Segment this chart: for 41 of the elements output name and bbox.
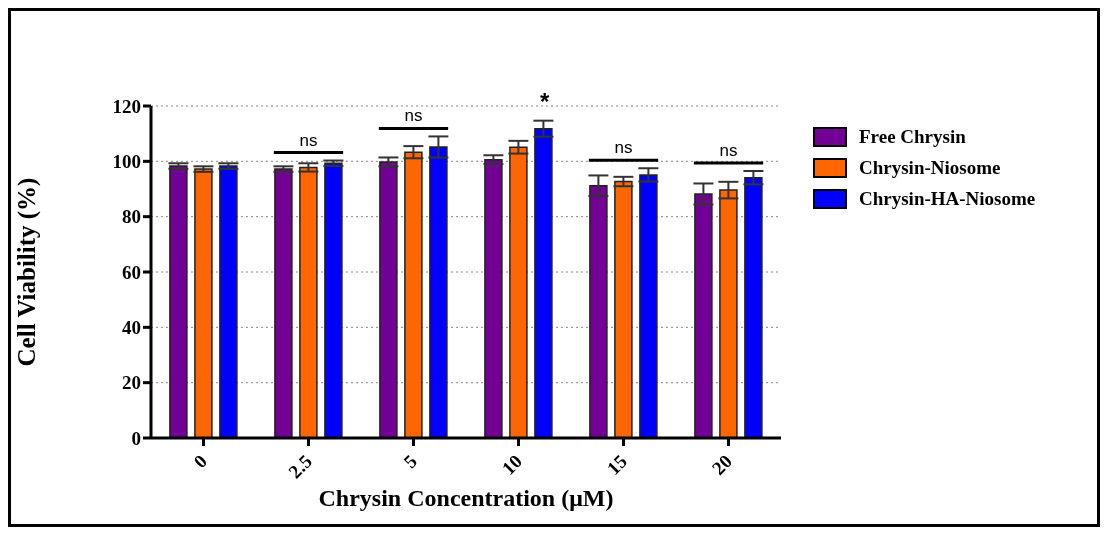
annotation: ns: [614, 138, 633, 158]
bar: [169, 165, 188, 438]
y-axis-title: Cell Viability (%): [12, 177, 41, 367]
bar: [744, 176, 763, 438]
x-tick-label: 0: [189, 450, 211, 473]
x-tick-label: 5: [399, 450, 421, 473]
bar: [509, 146, 528, 438]
bar: [274, 168, 293, 438]
x-axis-title: Chrysin Concentration (μM): [318, 485, 614, 511]
x-tick-label: 20: [707, 450, 736, 479]
bar: [639, 174, 658, 438]
x-tick-label: 15: [602, 450, 631, 479]
y-tick-label: 100: [112, 151, 141, 173]
legend-label: Chrysin-Niosome: [859, 156, 1001, 179]
annotation: *: [540, 87, 551, 115]
y-tick-label: 60: [122, 261, 141, 283]
legend-label: Chrysin-HA-Niosome: [859, 187, 1036, 210]
y-tick-label: 40: [122, 317, 141, 339]
x-tick-label: 2.5: [284, 450, 316, 483]
annotation: ns: [719, 141, 738, 161]
bar: [614, 180, 633, 438]
bar: [404, 151, 423, 438]
bar: [194, 168, 213, 438]
bar: [694, 193, 713, 438]
y-tick-label: 20: [122, 372, 141, 394]
y-tick-label: 80: [122, 206, 141, 228]
bar: [534, 127, 553, 438]
bar: [219, 165, 238, 438]
bar: [589, 184, 608, 438]
bar: [299, 166, 318, 438]
y-tick-label: 0: [131, 427, 141, 449]
x-tick-label: 10: [497, 450, 526, 479]
bar: [719, 189, 738, 438]
bar: [324, 162, 343, 438]
annotation: ns: [404, 106, 423, 126]
bar: [484, 158, 503, 438]
bar: [429, 146, 448, 438]
legend-label: Free Chrysin: [859, 125, 966, 148]
bar: [379, 161, 398, 438]
annotation: ns: [299, 130, 318, 150]
y-tick-label: 120: [112, 95, 141, 117]
